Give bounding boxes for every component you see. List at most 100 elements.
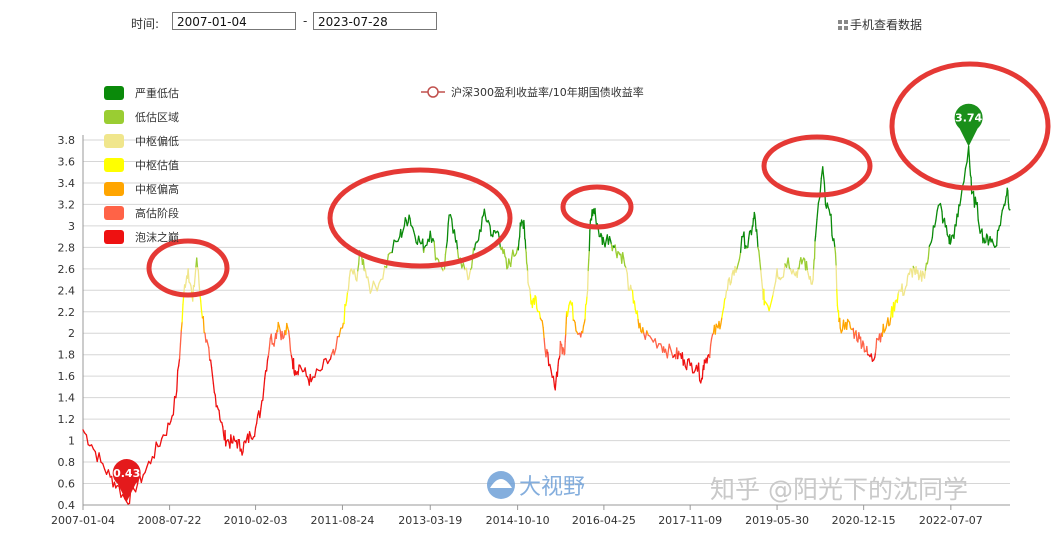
series-segment <box>769 300 773 308</box>
series-segment <box>719 323 722 330</box>
legend-swatch <box>104 110 124 124</box>
series-segment <box>304 367 308 377</box>
end-date-input[interactable]: 2023-07-28 <box>313 12 437 30</box>
series-segment <box>720 316 723 325</box>
series-segment <box>836 288 839 307</box>
series-segment <box>85 434 89 446</box>
series-segment <box>531 298 534 309</box>
series-segment <box>625 267 628 275</box>
x-tick-label: 2011-08-24 <box>310 514 374 527</box>
series-segment <box>811 278 814 285</box>
series-segment <box>963 167 967 183</box>
start-date-input[interactable]: 2007-01-04 <box>172 12 296 30</box>
value-markers: 0.43 3.74 <box>112 103 983 502</box>
series-segment <box>796 267 799 278</box>
series-segment <box>701 369 704 380</box>
value-marker-pin: 0.43 <box>112 459 141 502</box>
series-segment <box>492 229 495 238</box>
series-segment <box>413 230 416 237</box>
y-tick-label: 1.4 <box>58 392 76 405</box>
series-segment <box>297 364 300 376</box>
legend-item[interactable]: 严重低估 <box>104 86 179 100</box>
series-segment <box>633 300 636 311</box>
legend-item[interactable]: 中枢偏高 <box>104 182 179 196</box>
highlight-circle <box>560 184 634 230</box>
date-separator: - <box>303 14 308 28</box>
chart-gridlines <box>83 139 1010 506</box>
series-segment <box>353 268 356 275</box>
series-segment <box>591 209 594 217</box>
series-segment <box>290 355 293 361</box>
series-segment <box>122 493 126 500</box>
legend-item[interactable]: 泡沫之巅 <box>104 230 179 244</box>
series-segment <box>180 321 183 332</box>
series-legend-label: 沪深300盈利收益率/10年期国债收益率 <box>451 85 644 99</box>
x-axis: 2007-01-04 2008-07-22 2010-02-03 2011-08-24… <box>51 504 1010 527</box>
series-segment <box>834 252 837 267</box>
series-segment <box>222 426 225 436</box>
series-segment <box>776 268 779 277</box>
legend-item[interactable]: 中枢估值 <box>104 158 179 172</box>
series-segment <box>787 257 791 269</box>
series-segment <box>338 327 342 338</box>
series-segment <box>782 263 786 278</box>
legend-item[interactable]: 高估阶段 <box>104 206 179 220</box>
series-segment <box>181 304 184 323</box>
series-segment <box>983 237 986 244</box>
series-segment <box>697 362 701 382</box>
series-segment <box>859 336 862 349</box>
series-segment <box>666 343 670 359</box>
series-segment <box>585 295 588 305</box>
series-segment <box>533 295 536 305</box>
y-tick-label: 2.2 <box>58 306 76 319</box>
series-segment <box>286 322 289 329</box>
series-segment <box>134 483 139 493</box>
series-segment <box>263 377 266 390</box>
x-tick-label: 2022-07-07 <box>919 514 983 527</box>
series-segment <box>862 343 866 353</box>
legend-label: 中枢估值 <box>135 158 179 172</box>
series-segment <box>587 259 590 272</box>
series-segment <box>266 354 270 361</box>
series-segment <box>945 225 948 236</box>
series-segment <box>747 237 750 249</box>
legend-item[interactable]: 中枢偏低 <box>104 134 179 148</box>
series-segment <box>517 240 520 251</box>
series-segment <box>709 344 712 359</box>
series-segment <box>253 427 257 438</box>
series-segment <box>739 236 743 253</box>
series-segment <box>273 337 276 347</box>
series-segment <box>1007 201 1010 209</box>
x-tick-label: 2008-07-22 <box>138 514 202 527</box>
series-segment <box>288 338 292 352</box>
series-segment <box>202 316 205 333</box>
series-segment <box>721 311 724 319</box>
series-segment <box>178 343 182 360</box>
series-legend[interactable]: 沪深300盈利收益率/10年期国债收益率 <box>421 85 644 99</box>
series-segment <box>90 444 95 450</box>
mobile-view-link[interactable]: 手机查看数据 <box>838 16 922 33</box>
series-segment <box>210 366 214 377</box>
series-segment <box>866 345 869 356</box>
series-segment <box>314 368 318 378</box>
series-segment <box>875 337 878 349</box>
series-segment <box>792 268 796 275</box>
series-segment <box>310 376 314 383</box>
series-segment <box>455 240 459 251</box>
series-segment <box>453 229 457 243</box>
legend-item[interactable]: 低估区域 <box>104 110 179 124</box>
legend-swatch <box>104 134 124 148</box>
series-segment <box>489 225 492 237</box>
series-segment <box>238 439 241 452</box>
series-segment <box>756 236 759 249</box>
pin-shape <box>112 459 141 502</box>
series-segment <box>288 330 291 340</box>
series-segment <box>737 259 741 265</box>
series-segment <box>118 485 122 498</box>
y-axis: 0.4 0.6 0.8 1 1.2 1.4 1.6 1.8 2 2.2 2.4 2.6 2.8 3 3.2 3… <box>58 134 84 512</box>
series-segment <box>184 281 187 288</box>
series-segment <box>636 310 639 321</box>
series-segment <box>214 394 217 408</box>
series-segment <box>768 305 771 312</box>
series-segment <box>882 323 885 333</box>
